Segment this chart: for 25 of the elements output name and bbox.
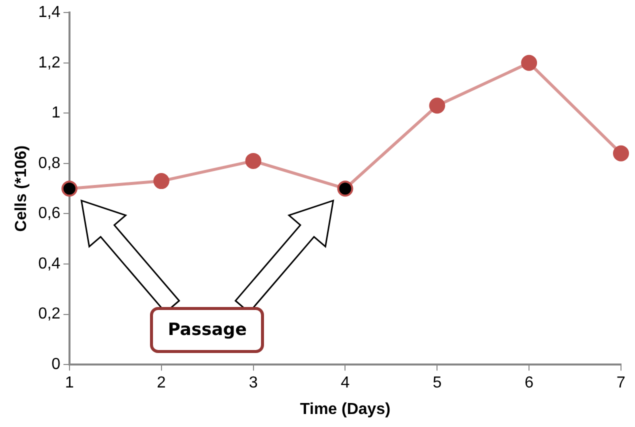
x-tick-label: 2 [156,374,166,392]
x-tick-label: 1 [64,374,74,392]
point [613,145,629,162]
point [153,173,170,190]
point [337,180,354,197]
point [429,98,446,114]
x-tick-label: 3 [248,374,258,392]
y-tick-label: 1,4 [38,4,61,22]
point [521,54,538,71]
annotation: Passage [150,306,264,353]
point [61,180,78,197]
x-tick-label: 5 [432,374,442,392]
y-tick-label: 1 [52,104,61,122]
y-tick-label: 0 [52,356,61,374]
y-tick-label: 0,6 [38,205,61,222]
y-tick-label: 0,8 [38,154,61,172]
y-tick-label: 0,2 [38,306,61,323]
y-tick-label: 1,2 [38,54,61,72]
y-tick-label: 0,4 [38,255,61,272]
x-tick-label: 4 [340,374,350,392]
y-axis-title: Cells (*106) [13,145,30,232]
x-tick-label: 7 [616,374,626,392]
point [245,152,262,169]
x-axis-title: Time (Days) [300,400,390,418]
x-tick-label: 6 [524,374,534,392]
